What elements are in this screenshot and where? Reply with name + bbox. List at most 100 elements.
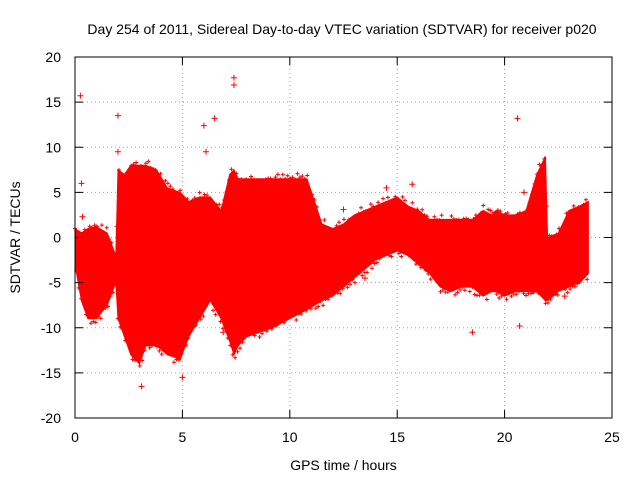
data-point <box>113 276 118 281</box>
data-point <box>213 312 218 317</box>
outlier-point <box>78 180 85 187</box>
data-point <box>108 294 113 299</box>
data-point <box>473 213 478 218</box>
data-point <box>139 163 144 168</box>
data-point <box>98 316 103 321</box>
data-point <box>288 176 293 181</box>
data-point <box>301 306 306 311</box>
data-point <box>366 211 371 216</box>
data-point <box>440 287 445 292</box>
data-point <box>533 286 538 291</box>
data-point <box>164 347 169 352</box>
data-point <box>487 285 492 290</box>
data-point <box>472 292 477 297</box>
data-point <box>311 298 316 303</box>
data-point <box>241 182 246 187</box>
data-point <box>299 311 304 316</box>
data-point <box>497 296 502 301</box>
data-point <box>580 274 585 279</box>
data-point <box>437 218 442 223</box>
data-point <box>156 172 161 177</box>
data-point <box>80 234 85 239</box>
data-point <box>294 317 299 322</box>
data-point <box>558 286 563 291</box>
data-point <box>192 195 197 200</box>
data-point <box>233 355 238 360</box>
data-point <box>172 360 177 365</box>
data-point <box>206 298 211 303</box>
data-point <box>354 216 359 221</box>
data-point <box>91 319 96 324</box>
data-point <box>549 234 554 239</box>
data-point <box>373 205 378 210</box>
data-point <box>121 173 126 178</box>
data-point <box>439 213 444 218</box>
data-point <box>504 297 509 302</box>
data-point <box>400 194 405 199</box>
data-point <box>228 343 233 348</box>
data-point <box>141 168 146 173</box>
data-point <box>230 352 235 357</box>
data-point <box>505 210 510 215</box>
data-point <box>574 210 579 215</box>
data-point <box>520 214 525 219</box>
data-point <box>245 332 250 337</box>
data-point <box>459 220 464 225</box>
data-point <box>506 290 511 295</box>
data-point <box>379 254 384 259</box>
data-point <box>426 271 431 276</box>
data-point <box>493 214 498 219</box>
data-point <box>180 195 185 200</box>
data-point <box>236 177 241 182</box>
y-tick-label: 0 <box>53 230 61 246</box>
data-point <box>286 312 291 317</box>
data-point <box>530 192 535 197</box>
data-point <box>357 270 362 275</box>
data-point <box>262 327 267 332</box>
data-point <box>152 340 157 345</box>
data-point <box>395 197 400 202</box>
data-point <box>217 202 222 207</box>
data-point <box>560 285 565 290</box>
data-point <box>234 171 239 176</box>
data-point <box>516 289 521 294</box>
data-point <box>263 177 268 182</box>
data-point <box>569 212 574 217</box>
data-point <box>267 322 272 327</box>
data-point <box>449 214 454 219</box>
data-point <box>352 280 357 285</box>
data-point <box>255 327 260 332</box>
data-point <box>277 320 282 325</box>
data-point <box>202 192 207 197</box>
data-point <box>109 240 114 245</box>
data-point <box>428 277 433 282</box>
data-point <box>238 346 243 351</box>
data-point <box>211 308 216 313</box>
outlier-point <box>203 148 210 155</box>
data-point <box>159 352 164 357</box>
data-point <box>333 287 338 292</box>
data-point <box>392 247 397 252</box>
data-point <box>521 291 526 296</box>
data-point <box>274 323 279 328</box>
data-point <box>302 176 307 181</box>
data-point <box>467 289 472 294</box>
data-point <box>173 190 178 195</box>
data-point <box>157 348 162 353</box>
data-point <box>88 321 93 326</box>
data-point <box>229 167 234 172</box>
data-point <box>478 211 483 216</box>
data-point <box>382 249 387 254</box>
data-point <box>367 260 372 265</box>
outlier-point <box>77 92 84 99</box>
data-point <box>576 205 581 210</box>
data-point <box>536 290 541 295</box>
outlier-point <box>361 275 368 282</box>
data-point <box>350 277 355 282</box>
data-point <box>332 228 337 233</box>
data-point <box>186 335 191 340</box>
data-point <box>252 333 257 338</box>
data-point <box>421 263 426 268</box>
data-point <box>224 190 229 195</box>
data-point <box>272 320 277 325</box>
